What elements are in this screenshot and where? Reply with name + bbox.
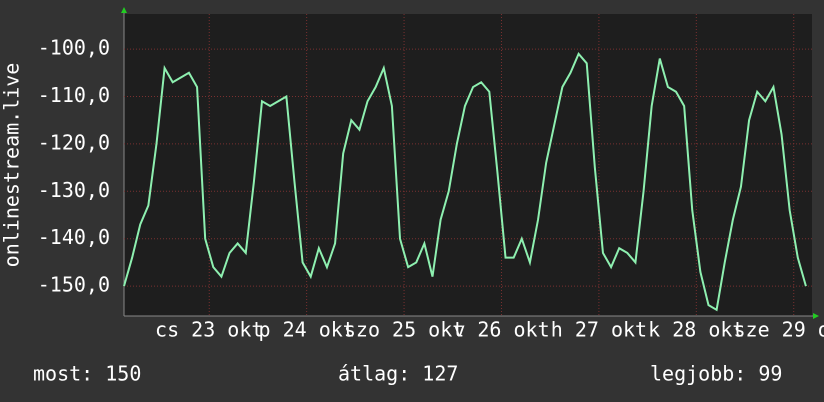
y-tick-label: -120,0 [38,130,110,154]
x-tick-label: cs 23 okt [155,318,263,342]
x-tick-label: p 24 okt [258,318,354,342]
axis-arrow [813,313,819,319]
y-tick-label: -140,0 [38,225,110,249]
stat-average: átlag: 127 [338,362,458,386]
stat-current: most: 150 [33,362,141,386]
x-tick-label: szo 25 okt [344,318,464,342]
y-tick-label: -110,0 [38,83,110,107]
y-tick-label: -130,0 [38,178,110,202]
axis-arrow [121,7,127,13]
stat-best: legjobb: 99 [650,362,782,386]
x-tick-label: h 27 okt [551,318,647,342]
y-tick-label: -100,0 [38,36,110,60]
plot-area [124,14,812,316]
x-tick-label: sze 29 okt [734,318,824,342]
x-tick-label: k 28 okt [648,318,744,342]
x-tick-label: v 26 okt [453,318,549,342]
series-line [123,51,807,312]
y-axis-label: onlinestream.live [0,63,24,268]
y-tick-label: -150,0 [38,273,110,297]
